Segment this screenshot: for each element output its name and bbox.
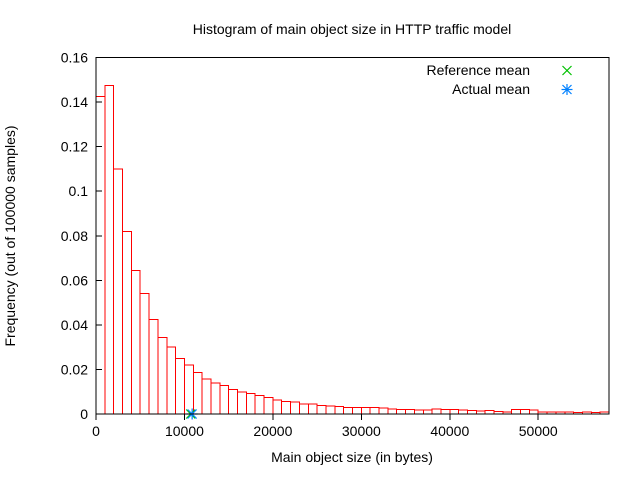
histogram-bar: [307, 403, 318, 415]
histogram-bar: [405, 409, 415, 415]
histogram-bar: [440, 409, 451, 415]
legend-entry: Reference mean: [426, 62, 572, 78]
y-tick-label: 0.08: [61, 228, 88, 244]
histogram-bar: [325, 405, 336, 415]
y-tick-label: 0.02: [61, 361, 88, 377]
legend-label: Actual mean: [452, 81, 530, 97]
histogram-bar: [263, 397, 274, 415]
y-axis-label: Frequency (out of 100000 samples): [2, 125, 18, 346]
histogram-bar: [104, 84, 115, 415]
x-tick-label: 20000: [253, 423, 292, 439]
x-tick-label: 10000: [165, 423, 204, 439]
histogram-bar: [378, 407, 389, 415]
legend-marker-cross-icon: [562, 65, 572, 76]
histogram-bar: [281, 401, 292, 415]
histogram-bar: [192, 371, 203, 415]
histogram-bar: [254, 395, 265, 415]
histogram-bar: [228, 388, 239, 415]
histogram-bar: [201, 378, 212, 415]
y-tick-label: 0.12: [61, 139, 88, 155]
histogram-bar: [528, 409, 539, 415]
y-tick-label: 0: [80, 406, 88, 422]
x-tick-label: 40000: [430, 423, 469, 439]
legend-label: Reference mean: [426, 62, 530, 78]
histogram-bar: [458, 409, 468, 415]
histogram-bar: [139, 293, 150, 415]
histogram-bar: [449, 408, 460, 415]
histogram-bar: [352, 407, 362, 415]
marker-stroke: [562, 65, 572, 76]
x-tick-label: 30000: [342, 423, 381, 439]
y-axis-ticks: 0 0.02 0.04 0.06 0.08 0.1 0.12 0.14 0.16: [61, 50, 102, 422]
histogram-bar: [157, 336, 168, 415]
histogram-bar: [219, 384, 230, 415]
histogram-bar: [422, 409, 433, 415]
y-tick-label: 0.14: [61, 94, 88, 110]
histogram-bar: [290, 401, 300, 415]
histogram-bar: [210, 382, 221, 415]
histogram-bar: [166, 346, 177, 415]
legend-entry: Actual mean: [452, 81, 573, 97]
histogram-bar: [272, 399, 283, 415]
histogram-bar: [360, 407, 371, 415]
histogram-bar: [298, 403, 309, 415]
plot-border: [95, 57, 610, 415]
histogram-bar: [113, 168, 124, 415]
histogram-bars: [95, 84, 610, 415]
histogram-bar: [122, 230, 132, 415]
histogram-bar: [175, 358, 185, 415]
y-tick-label: 0.1: [69, 183, 89, 199]
histogram-bar: [396, 408, 407, 415]
histogram-bar: [316, 405, 327, 415]
histogram-bar: [520, 408, 530, 415]
histogram-bar: [413, 409, 424, 415]
y-tick-label: 0.06: [61, 272, 88, 288]
histogram-bar: [484, 410, 495, 415]
histogram-bar: [148, 318, 159, 415]
histogram-bar: [95, 95, 106, 415]
histogram-bar: [237, 391, 247, 415]
x-axis-ticks: 0 10000 20000 30000 40000 50000: [92, 414, 558, 439]
y-tick-label: 0.04: [61, 317, 88, 333]
x-axis-label: Main object size (in bytes): [271, 449, 433, 465]
histogram-bar: [466, 410, 477, 415]
histogram-bar: [369, 407, 380, 415]
histogram-bar: [431, 408, 442, 415]
histogram-bar: [245, 393, 256, 415]
x-tick-label: 0: [92, 423, 100, 439]
histogram-bar: [511, 409, 522, 415]
histogram-bar: [130, 269, 141, 415]
histogram-bar: [334, 406, 345, 415]
legend-marker-asterisk-icon: [561, 84, 573, 95]
legend: Reference mean Actual mean: [426, 62, 573, 97]
x-tick-label: 50000: [519, 423, 558, 439]
y-tick-label: 0.16: [61, 50, 88, 66]
histogram-bar: [343, 406, 354, 415]
histogram-bar: [387, 408, 398, 415]
histogram-bar: [183, 364, 194, 415]
chart-title: Histogram of main object size in HTTP tr…: [193, 21, 512, 37]
